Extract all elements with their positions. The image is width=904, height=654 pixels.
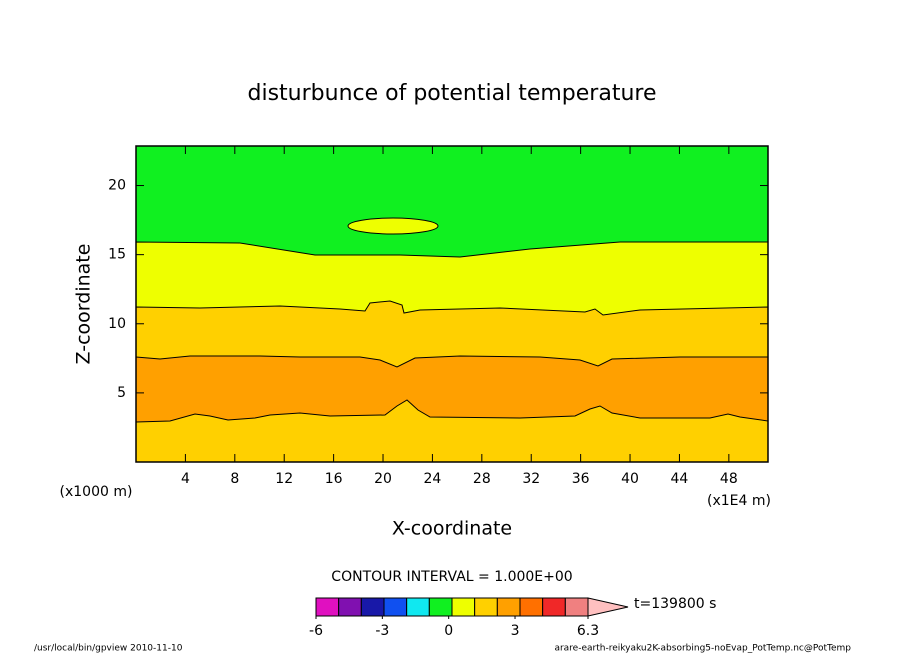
colorbar-box: [428, 597, 453, 617]
plot-frame: [135, 145, 769, 463]
colorbar-box: [519, 597, 544, 617]
x-tick-label: 32: [522, 471, 540, 487]
x-tick-label: 4: [181, 471, 190, 487]
y-unit: (x1000 m): [60, 484, 133, 500]
colorbar-tick-label: 6.3: [577, 623, 599, 639]
colorbar-tick-label: -3: [375, 623, 389, 639]
footer-right: arare-earth-reikyaku2K-absorbing5-noEvap…: [554, 644, 851, 654]
colorbar-box: [338, 597, 362, 617]
x-tick-label: 12: [275, 471, 293, 487]
colorbar-over: [587, 597, 629, 617]
y-axis-label: Z-coordinate: [73, 244, 95, 365]
colorbar-box: [360, 597, 385, 617]
x-tick-label: 16: [325, 471, 343, 487]
colorbar-box: [542, 597, 566, 617]
y-tick-label: 10: [108, 316, 126, 332]
colorbar-box: [383, 597, 408, 617]
colorbar-tick-label: -6: [309, 623, 323, 639]
colorbar-box: [474, 597, 498, 617]
y-tick-label: 20: [108, 178, 126, 194]
footer-left: /usr/local/bin/gpview 2010-11-10: [34, 644, 183, 654]
x-tick-label: 36: [572, 471, 590, 487]
colorbar-box: [406, 597, 430, 617]
y-tick-label: 15: [108, 247, 126, 263]
x-tick-label: 28: [473, 471, 491, 487]
x-tick-label: 8: [230, 471, 239, 487]
x-tick-label: 48: [720, 471, 738, 487]
time-label: t=139800 s: [634, 596, 716, 612]
chart-title: disturbunce of potential temperature: [248, 81, 657, 106]
colorbar-box: [564, 597, 589, 617]
y-tick-label: 5: [117, 385, 126, 401]
colorbar-tick-label: 3: [511, 623, 520, 639]
x-unit: (x1E4 m): [707, 493, 771, 509]
contour-interval: CONTOUR INTERVAL = 1.000E+00: [331, 569, 572, 585]
x-axis-label: X-coordinate: [392, 518, 512, 540]
x-tick-label: 40: [621, 471, 639, 487]
colorbar-tick-label: 0: [444, 623, 453, 639]
contour-region: [347, 217, 439, 235]
x-tick-label: 20: [374, 471, 392, 487]
x-tick-label: 24: [424, 471, 442, 487]
contour-region: [135, 399, 769, 463]
colorbar-box: [496, 597, 521, 617]
colorbar-box: [451, 597, 476, 617]
contour-field: [135, 146, 769, 463]
x-tick-label: 44: [671, 471, 689, 487]
colorbar-box: [315, 597, 340, 617]
